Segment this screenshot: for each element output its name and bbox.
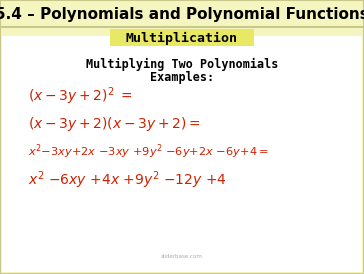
Text: Multiplying Two Polynomials: Multiplying Two Polynomials <box>86 58 278 70</box>
Text: 5.4 – Polynomials and Polynomial Functions: 5.4 – Polynomials and Polynomial Functio… <box>0 7 364 21</box>
FancyBboxPatch shape <box>110 29 254 46</box>
Text: Examples:: Examples: <box>150 70 214 84</box>
Text: $(x-3y+2)(x-3y+2)=$: $(x-3y+2)(x-3y+2)=$ <box>28 115 201 133</box>
Text: sliderbase.com: sliderbase.com <box>161 253 203 258</box>
Text: Multiplication: Multiplication <box>126 32 238 45</box>
Text: $x^{2}\ {-}6xy\ {+}4x\ {+}9y^{2}\ {-}12y\ {+}4$: $x^{2}\ {-}6xy\ {+}4x\ {+}9y^{2}\ {-}12y… <box>28 169 227 191</box>
Text: $(x-3y+2)^{2}\ =$: $(x-3y+2)^{2}\ =$ <box>28 85 133 107</box>
FancyBboxPatch shape <box>0 0 364 27</box>
Text: $x^{2}{-}3xy{+}2x\ {-}3xy\ {+}9y^{2}\ {-}6y{+}2x\ {-}6y{+}4=$: $x^{2}{-}3xy{+}2x\ {-}3xy\ {+}9y^{2}\ {-… <box>28 143 269 161</box>
FancyBboxPatch shape <box>2 36 362 272</box>
